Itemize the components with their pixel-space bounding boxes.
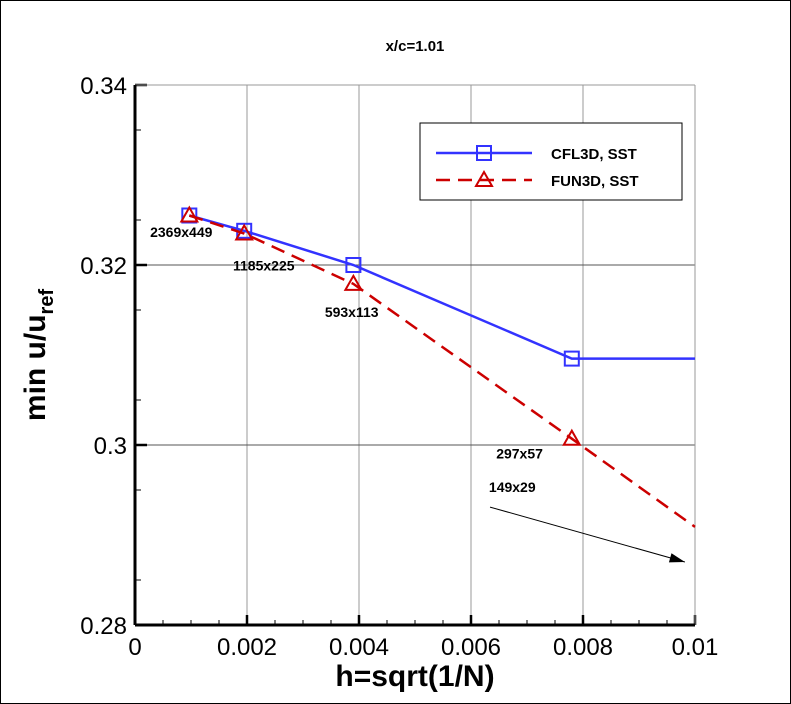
y-tick-label: 0.28 <box>80 613 127 640</box>
annotation-arrow-line <box>489 506 686 563</box>
y-axis-label-main: min u/u <box>19 314 52 421</box>
grid-size-annotation: 297x57 <box>496 446 543 462</box>
data-point-triangle <box>343 273 364 291</box>
data-point-triangle <box>179 205 200 223</box>
x-tick-label: 0.002 <box>217 634 277 661</box>
y-axis-label: min u/uref <box>19 289 58 422</box>
y-tick-label: 0.32 <box>80 253 127 280</box>
x-tick-label: 0.008 <box>553 634 613 661</box>
grid-size-annotation: 149x29 <box>489 479 536 495</box>
legend: CFL3D, SST FUN3D, SST <box>419 122 683 201</box>
data-point-square <box>563 350 580 367</box>
x-tick-label: 0.006 <box>441 634 501 661</box>
data-point-square <box>345 257 362 273</box>
grid-size-annotation: 1185x225 <box>233 257 295 273</box>
series-line-1 <box>188 214 696 528</box>
legend-marker-square <box>476 145 492 161</box>
y-tick-label: 0.3 <box>94 433 127 460</box>
x-tick-label: 0.004 <box>329 634 389 661</box>
x-tick-label: 0.01 <box>672 634 719 661</box>
grid-size-annotation: 2369x449 <box>150 224 213 240</box>
data-point-triangle <box>234 223 254 241</box>
legend-label-fun3d: FUN3D, SST <box>551 173 639 190</box>
data-point-triangle <box>562 428 582 446</box>
legend-box <box>419 122 683 201</box>
chart-title: x/c=1.01 <box>386 38 445 55</box>
annotation-arrow-head <box>668 553 685 563</box>
legend-marker-triangle <box>474 169 494 187</box>
y-axis-label-sub: ref <box>36 289 58 315</box>
x-axis-label: h=sqrt(1/N) <box>335 660 494 693</box>
y-tick-label: 0.34 <box>80 73 127 100</box>
grid-size-annotation: 593x113 <box>325 304 379 320</box>
series-line-0 <box>188 214 695 360</box>
x-tick-label: 0 <box>128 634 141 661</box>
legend-label-cfl3d: CFL3D, SST <box>551 146 637 163</box>
